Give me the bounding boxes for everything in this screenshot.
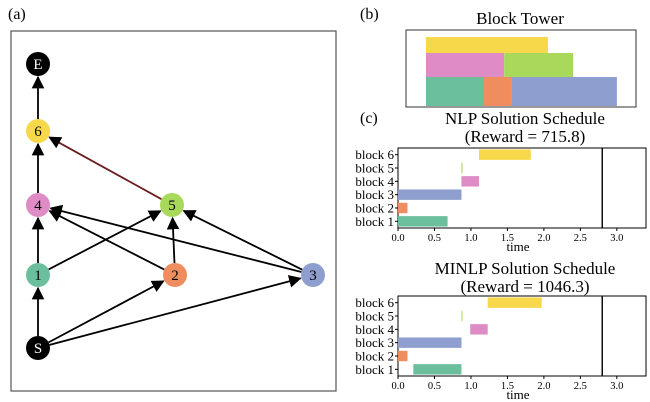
minlp-ytick-label: block 3 [355,335,394,350]
minlp-ytick-label: block 1 [355,362,394,377]
node-label-S: S [34,341,42,357]
nlp-ytick-label: block 6 [355,147,394,162]
nlp-bar-block-6 [478,149,531,160]
edge-5-6 [48,136,162,200]
node-S: S [26,336,50,360]
minlp-xtick-label: 3.0 [610,381,623,392]
tower-block-3 [511,77,617,106]
tower-block-4 [426,53,505,77]
minlp-bar-block-4 [470,324,488,335]
edge-3-4 [49,204,302,273]
nlp-bar-block-2 [398,202,408,214]
node-label-2: 2 [171,268,179,284]
minlp-ytick-label: block 5 [355,309,394,324]
nlp-axes-frame [397,147,647,229]
nlp-xtick-label: 1.0 [464,233,477,244]
minlp-xtick-label: 1.0 [464,381,477,392]
nlp-ytick-label: block 5 [355,161,394,176]
nlp-title-line1: NLP Solution Schedule [445,109,605,128]
panel-label-c: (c) [360,110,378,127]
edge-2-4 [48,210,165,271]
minlp-bar-block-3 [398,337,462,348]
nlp-xtick-label: 3.0 [610,233,623,244]
minlp-bar-block-1 [413,364,462,375]
minlp-bar-block-2 [398,350,408,362]
minlp-xtick-label: 2.5 [574,381,587,392]
graph-frame [10,30,337,392]
minlp-bar-block-5 [461,310,463,322]
node-label-5: 5 [168,198,176,214]
tower-frame [405,29,637,108]
nlp-bar-block-1 [398,216,448,227]
minlp-ytick-label: block 2 [355,349,394,364]
node-label-3: 3 [309,268,317,284]
edge-S-3 [49,275,302,346]
nlp-xtick-label: 2.0 [537,233,550,244]
edge-1-5 [48,210,162,271]
edge-2-5 [166,216,180,264]
tower-block-5 [504,53,574,77]
tower-block-6 [426,37,548,53]
node-5: 5 [160,193,184,217]
minlp-xlabel: time [506,387,529,402]
node-2: 2 [163,263,187,287]
nlp-ytick-label: block 1 [355,214,394,229]
minlp-xtick-label: 2.0 [537,381,550,392]
tower-block-1 [426,77,484,106]
node-E: E [26,52,50,76]
node-label-1: 1 [34,268,42,284]
nlp-xtick-label: 1.5 [501,233,514,244]
minlp-title-line1: MINLP Solution Schedule [434,259,616,278]
minlp-ytick-label: block 6 [355,295,394,310]
node-3: 3 [301,263,325,287]
nlp-ytick-label: block 3 [355,187,394,202]
minlp-title-line2: (Reward = 1046.3) [460,277,590,296]
nlp-xtick-label: 0.0 [391,233,404,244]
node-6: 6 [26,119,50,143]
minlp-bar-block-6 [487,297,542,308]
minlp-xtick-label: 1.5 [501,381,514,392]
node-label-4: 4 [34,198,42,214]
tower-title: Block Tower [476,9,564,28]
minlp-xtick-label: 0.0 [391,381,404,392]
nlp-bar-block-3 [398,189,462,200]
nlp-bar-block-5 [461,162,463,174]
nlp-ytick-label: block 4 [355,174,394,189]
nlp-xtick-label: 0.5 [428,233,441,244]
nlp-bar-block-4 [461,176,479,187]
panel-label-a: (a) [8,6,26,23]
node-label-E: E [33,57,42,73]
node-1: 1 [26,263,50,287]
node-label-6: 6 [34,124,42,140]
panel-label-b: (b) [360,6,379,23]
minlp-axes-frame [397,295,647,377]
node-4: 4 [26,193,50,217]
nlp-ytick-label: block 2 [355,201,394,216]
tower-block-2 [483,77,512,106]
nlp-xtick-label: 2.5 [574,233,587,244]
nlp-title-line2: (Reward = 715.8) [464,127,586,146]
minlp-xtick-label: 0.5 [428,381,441,392]
edge-S-2 [48,280,165,344]
minlp-ytick-label: block 4 [355,322,394,337]
nlp-xlabel: time [506,239,529,254]
edge-3-5 [182,209,303,271]
